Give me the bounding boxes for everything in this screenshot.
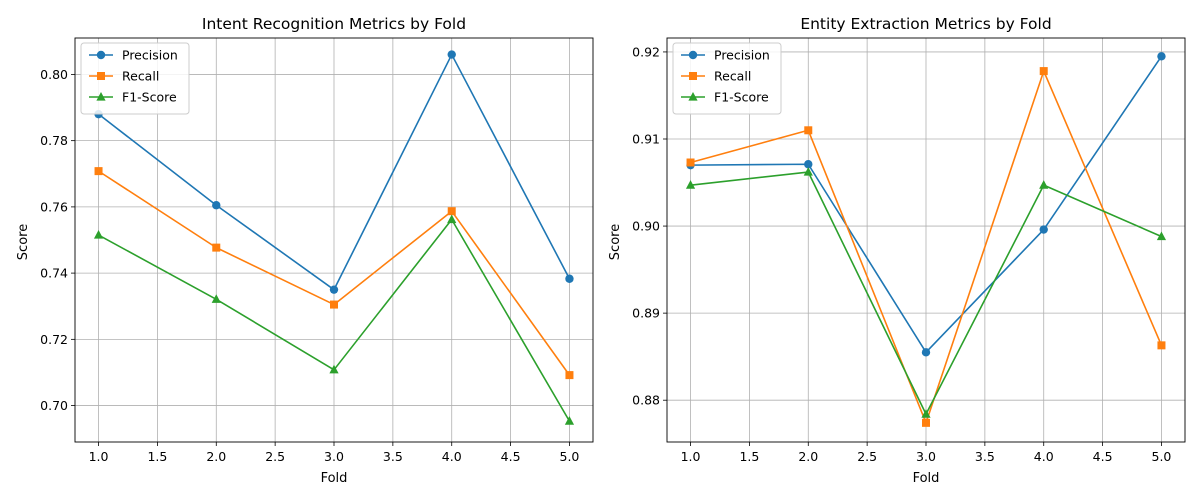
x-tick-label: 2.5 — [857, 449, 877, 464]
y-tick-label: 0.91 — [632, 132, 660, 147]
series-recall — [94, 167, 574, 380]
ticks: 1.0 1.5 2.0 2.5 3.0 3.5 4.0 4.5 5.0 0.88 0.89 0.90 0… — [632, 44, 1171, 464]
y-tick-label: 0.72 — [40, 332, 68, 347]
data-point — [1157, 52, 1166, 61]
x-tick-label: 3.0 — [916, 449, 936, 464]
x-tick-label: 4.0 — [442, 449, 462, 464]
data-point — [447, 214, 457, 224]
x-tick-label: 1.0 — [681, 449, 701, 464]
data-point — [329, 285, 339, 294]
y-tick-label: 0.89 — [632, 306, 660, 321]
legend-item-precision: Precision — [89, 48, 178, 63]
series-recall — [686, 67, 1166, 427]
y-tick-label: 0.80 — [40, 67, 68, 82]
data-point — [212, 201, 221, 210]
y-tick-label: 0.92 — [632, 44, 660, 59]
legend-item-precision: Precision — [681, 48, 770, 63]
x-tick-label: 2.0 — [798, 449, 818, 464]
y-tick-label: 0.90 — [632, 219, 660, 234]
legend-marker — [689, 72, 697, 80]
data-point — [685, 180, 696, 189]
legend-label: Recall — [714, 69, 751, 84]
x-tick-label: 3.5 — [975, 449, 995, 464]
legend-label: Precision — [122, 48, 178, 63]
series-f1-score — [93, 214, 575, 425]
x-axis-label: Fold — [321, 471, 348, 486]
data-point — [1157, 341, 1166, 350]
legend-item-f1-score: F1-Score — [89, 90, 177, 105]
data-point — [804, 126, 813, 135]
x-tick-label: 2.5 — [265, 449, 285, 464]
data-point — [565, 274, 574, 283]
data-point — [447, 207, 456, 216]
data-point — [686, 158, 695, 167]
x-tick-label: 3.0 — [324, 449, 344, 464]
chart-entity-extraction: Entity Extraction Metrics by Fold Fold S… — [608, 15, 1186, 486]
y-axis-label: Score — [608, 224, 623, 260]
ticks: 1.0 1.5 2.0 2.5 3.0 3.5 4.0 4.5 5.0 0.70 0.72 0.74 0… — [40, 67, 579, 464]
y-tick-label: 0.78 — [40, 133, 68, 148]
legend: Precision Recall F1-Score — [672, 42, 782, 115]
data-point — [564, 416, 575, 425]
y-tick-label: 0.74 — [40, 266, 68, 281]
legend-marker — [688, 50, 698, 60]
legend-marker — [96, 92, 106, 101]
legend-item-recall: Recall — [681, 69, 751, 84]
data-point — [921, 409, 931, 418]
y-tick-label: 0.76 — [40, 199, 68, 214]
legend: Precision Recall F1-Score — [80, 42, 190, 115]
data-point — [803, 167, 813, 176]
plot-frame — [666, 37, 1186, 443]
series-precision — [94, 50, 574, 294]
data-point — [1039, 67, 1048, 76]
data-point — [1039, 225, 1048, 234]
x-tick-label: 1.0 — [89, 449, 109, 464]
data-point — [329, 364, 339, 374]
data-point — [565, 371, 574, 380]
data-point — [804, 160, 813, 169]
legend-item-f1-score: F1-Score — [681, 90, 769, 105]
legend-marker — [688, 92, 698, 101]
legend-label: F1-Score — [714, 90, 769, 105]
x-tick-label: 3.5 — [383, 449, 403, 464]
data-point — [211, 294, 221, 303]
x-tick-label: 5.0 — [1152, 449, 1172, 464]
legend-label: Precision — [714, 48, 770, 63]
x-tick-label: 1.5 — [147, 449, 167, 464]
data-point — [212, 243, 221, 252]
y-axis-label: Score — [16, 224, 31, 260]
chart-title: Entity Extraction Metrics by Fold — [800, 15, 1051, 33]
plot-frame — [74, 37, 594, 443]
x-tick-label: 4.0 — [1034, 449, 1054, 464]
data-point — [1156, 231, 1167, 241]
legend-marker — [96, 50, 106, 60]
y-tick-label: 0.88 — [632, 393, 660, 408]
legend-marker — [97, 72, 105, 80]
legend-label: Recall — [122, 69, 159, 84]
legend-label: F1-Score — [122, 90, 177, 105]
data-point — [93, 230, 104, 239]
data-point — [330, 300, 338, 309]
x-tick-label: 2.0 — [206, 449, 226, 464]
chart-intent-recognition: Intent Recognition Metrics by Fold Fold … — [16, 15, 594, 486]
x-tick-label: 5.0 — [560, 449, 580, 464]
data-point — [94, 167, 103, 176]
x-axis-label: Fold — [913, 471, 940, 486]
data-point — [921, 348, 931, 357]
data-point — [922, 418, 930, 427]
x-tick-label: 4.5 — [501, 449, 521, 464]
grid — [75, 38, 593, 442]
y-tick-label: 0.70 — [40, 398, 68, 413]
chart-title: Intent Recognition Metrics by Fold — [202, 15, 466, 33]
x-tick-label: 4.5 — [1093, 449, 1113, 464]
data-point — [447, 50, 456, 59]
data-point — [1039, 180, 1049, 189]
series-f1-score — [685, 167, 1167, 418]
legend-item-recall: Recall — [89, 69, 159, 84]
grid — [667, 38, 1185, 442]
x-tick-label: 1.5 — [739, 449, 759, 464]
